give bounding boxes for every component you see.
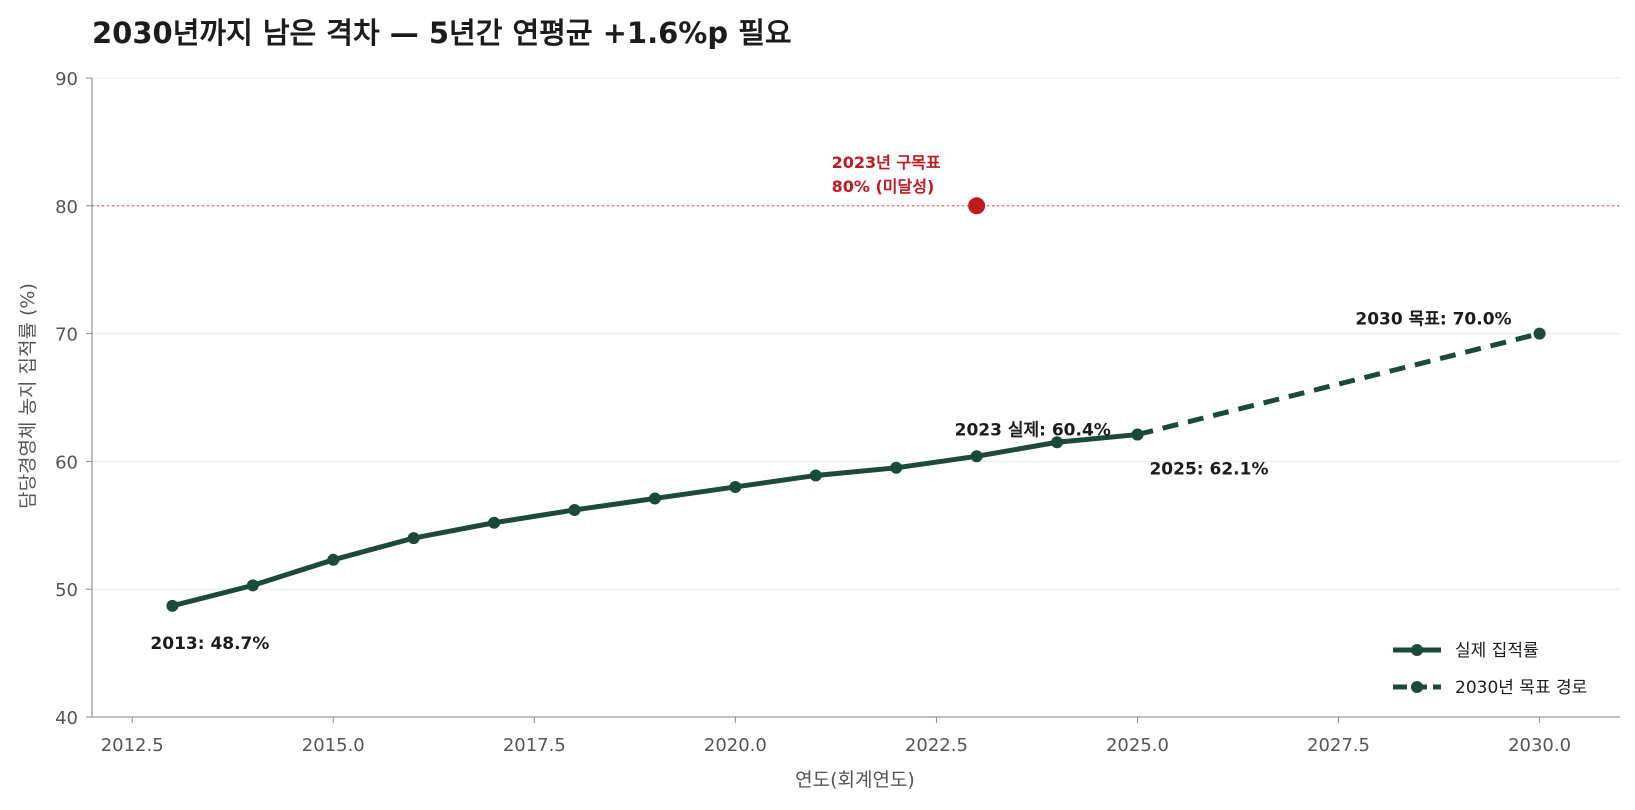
x-axis-label: 연도(회계연도)	[795, 769, 915, 791]
legend-label: 2030년 목표 경로	[1455, 678, 1587, 698]
y-tick-label: 70	[55, 325, 78, 346]
x-ticks: 2012.5 2015.0 2017.5 2020.0 2022.5 2025.0 2027…	[101, 717, 1571, 756]
data-point	[809, 469, 822, 482]
annotations: 2013: 48.7% 2023 실제: 60.4% 2025: 62.1% 2030…	[150, 153, 1511, 654]
axes	[91, 78, 1620, 718]
x-tick-label: 2015.0	[302, 735, 365, 756]
y-tick-label: 80	[55, 197, 78, 218]
data-point	[648, 492, 661, 505]
data-point	[970, 450, 983, 463]
legend-swatch-marker	[1411, 681, 1423, 693]
x-tick-label: 2022.5	[905, 735, 968, 756]
y-ticks: 40 50 60 70 80 90	[55, 69, 92, 729]
data-point	[568, 503, 581, 516]
old-target-annotation-line1: 2023년 구목표	[832, 153, 941, 172]
data-point	[1533, 327, 1546, 340]
data-point	[327, 553, 340, 566]
series-group	[166, 327, 1546, 612]
x-tick-label: 2020.0	[704, 735, 767, 756]
data-point	[1051, 436, 1064, 449]
x-tick-label: 2025.0	[1106, 735, 1169, 756]
data-point	[246, 579, 259, 592]
value-annotation: 2030 목표: 70.0%	[1355, 310, 1511, 330]
data-point	[729, 480, 742, 493]
y-tick-label: 60	[55, 452, 78, 473]
data-point	[166, 599, 179, 612]
legend: 실제 집적률 2030년 목표 경로	[1393, 641, 1587, 698]
series-line-1	[171, 432, 1138, 609]
value-annotation: 2025: 62.1%	[1149, 460, 1268, 480]
data-point	[407, 532, 420, 545]
value-annotation: 2023 실제: 60.4%	[955, 420, 1111, 440]
gridlines	[92, 77, 1620, 718]
y-axis-label: 담당경영체 농지 집적률 (%)	[17, 283, 39, 509]
reference-line-group	[92, 197, 1620, 215]
series-line-2	[1136, 331, 1541, 437]
y-tick-label: 90	[55, 69, 78, 90]
chart-title: 2030년까지 남은 격차 — 5년간 연평균 +1.6%p 필요	[92, 16, 792, 50]
value-annotation: 2013: 48.7%	[150, 634, 269, 654]
old-target-annotation-line2: 80% (미달성)	[832, 177, 935, 196]
legend-label: 실제 집적률	[1455, 641, 1539, 661]
target-2023-point	[968, 197, 986, 215]
data-point	[890, 461, 903, 474]
x-tick-label: 2027.5	[1307, 735, 1370, 756]
y-tick-label: 40	[55, 708, 78, 729]
x-tick-label: 2017.5	[503, 735, 566, 756]
x-tick-label: 2030.0	[1508, 735, 1571, 756]
legend-swatch-marker	[1411, 644, 1423, 656]
data-point	[488, 516, 501, 529]
y-tick-label: 50	[55, 580, 78, 601]
data-point	[1131, 428, 1144, 441]
x-tick-label: 2012.5	[101, 735, 164, 756]
